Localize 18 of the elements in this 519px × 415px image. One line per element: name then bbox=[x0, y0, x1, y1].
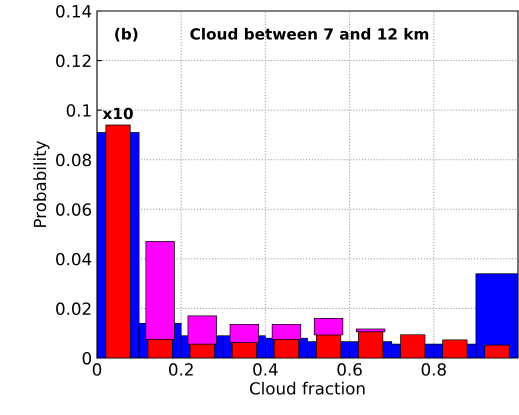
x-tick-label: 0.8 bbox=[422, 363, 446, 376]
y-tick-label: 0.1 bbox=[66, 104, 91, 117]
y-axis-title: Probability bbox=[33, 140, 50, 227]
x-tick-label: 0.4 bbox=[253, 363, 278, 376]
annotation: x10 bbox=[102, 108, 133, 120]
y-tick-label: 0.12 bbox=[56, 54, 90, 68]
x-tick-label: 0.6 bbox=[337, 363, 362, 376]
x-tick-label: 0.2 bbox=[169, 363, 193, 376]
y-tick-label: 0 bbox=[82, 352, 92, 365]
y-tick-label: 0.06 bbox=[56, 203, 92, 216]
text: Cloud between 7 and 12 km bbox=[190, 28, 428, 40]
y-tick-label: 0.14 bbox=[56, 4, 92, 18]
x-tick-label: 0 bbox=[92, 363, 102, 376]
annotation: (b) bbox=[115, 28, 138, 42]
y-tick-label: 0.08 bbox=[56, 154, 91, 166]
x-axis-title: Cloud fraction bbox=[250, 382, 365, 395]
y-tick-label: 0.04 bbox=[56, 252, 92, 266]
y-tick-label: 0.02 bbox=[56, 302, 90, 315]
